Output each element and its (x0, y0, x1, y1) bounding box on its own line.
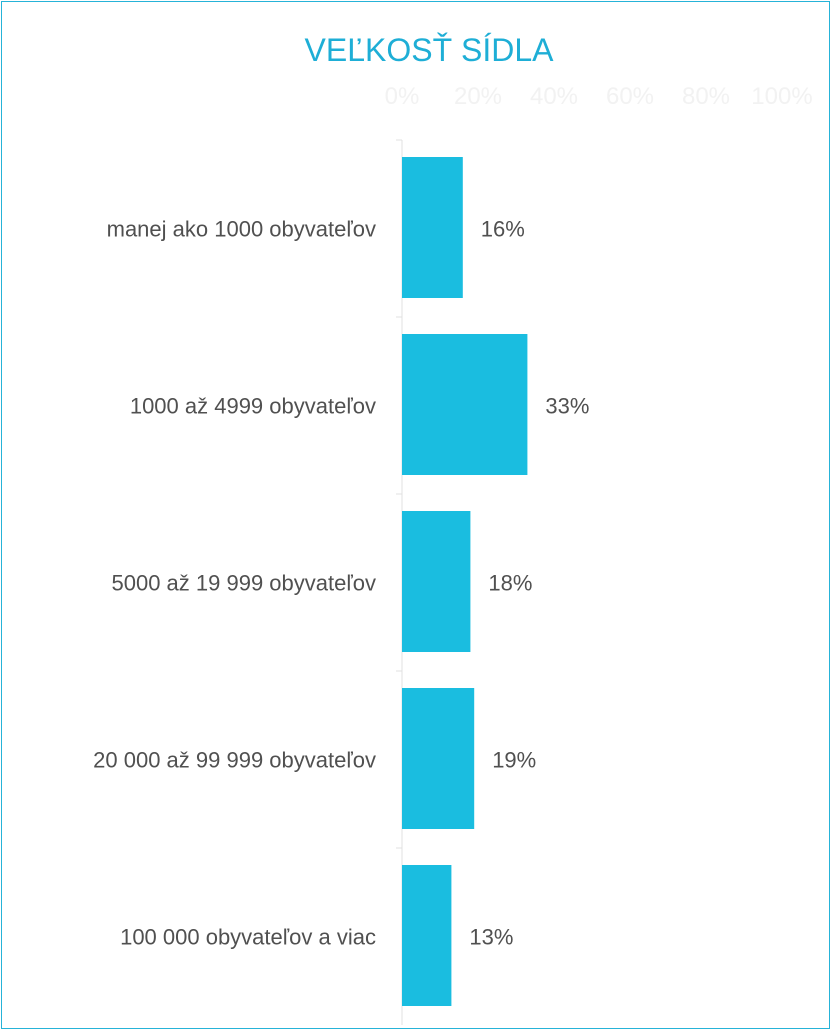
bars (396, 139, 528, 1006)
bar (402, 688, 475, 829)
data-label: 33% (545, 394, 589, 419)
data-label: 18% (488, 571, 532, 596)
category-labels: manej ako 1000 obyvateľov 1000 až 4999 ob… (93, 217, 376, 950)
category-label: manej ako 1000 obyvateľov (107, 217, 376, 242)
x-axis-ticks: 0% 20% 40% 60% 80% 100% (385, 83, 813, 110)
chart-title: VEĽKOSŤ SÍDLA (305, 32, 555, 68)
category-label: 20 000 až 99 999 obyvateľov (93, 748, 376, 773)
bar (402, 865, 452, 1006)
data-label: 13% (469, 925, 513, 950)
x-tick-label: 0% (385, 83, 420, 110)
x-tick-label: 100% (751, 83, 812, 110)
bar (402, 334, 528, 475)
data-label: 16% (481, 217, 525, 242)
bar (402, 511, 471, 652)
category-label: 1000 až 4999 obyvateľov (130, 394, 376, 419)
x-tick-label: 20% (454, 83, 502, 110)
value-labels: 16% 33% 18% 19% 13% (469, 217, 589, 950)
data-label: 19% (492, 748, 536, 773)
x-tick-label: 40% (530, 83, 578, 110)
category-label: 5000 až 19 999 obyvateľov (111, 571, 376, 596)
x-tick-label: 80% (682, 83, 730, 110)
x-tick-label: 60% (606, 83, 654, 110)
bar (402, 157, 463, 298)
category-label: 100 000 obyvateľov a viac (120, 925, 376, 950)
